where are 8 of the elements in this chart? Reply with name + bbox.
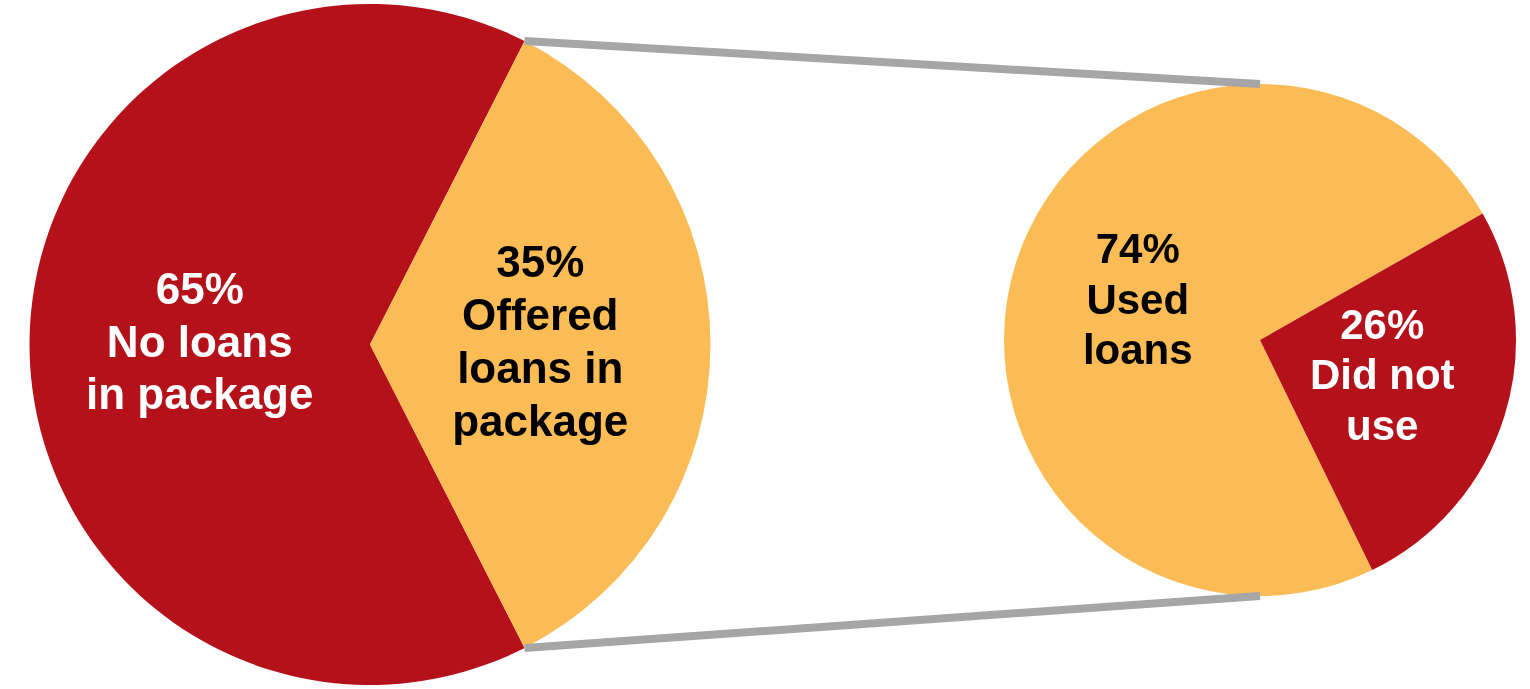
slice-label: Offered loans in package	[452, 290, 629, 445]
slice-label: No loans in package	[86, 316, 314, 419]
slice-label: Used loans	[1082, 275, 1193, 374]
slice-label: Did not use	[1309, 351, 1455, 449]
data-label: 65%	[155, 263, 244, 313]
data-label: 74%	[1095, 225, 1180, 273]
data-label: 35%	[496, 237, 585, 287]
data-label: 26%	[1340, 301, 1425, 349]
